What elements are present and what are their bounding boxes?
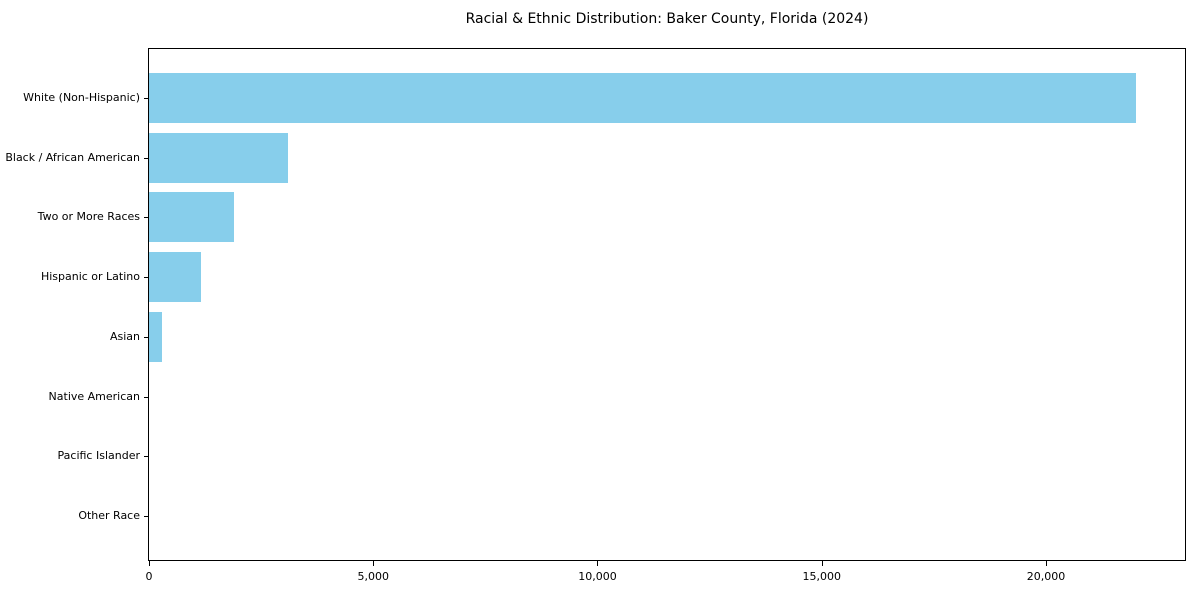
category-label: Native American (48, 389, 140, 403)
x-axis-tick (149, 561, 150, 566)
x-axis-tick (373, 561, 375, 566)
y-axis-tick (144, 396, 148, 398)
x-tick-label: 15,000 (802, 570, 841, 583)
x-axis-tick (821, 561, 823, 566)
y-axis-tick (144, 515, 148, 517)
y-axis-tick (144, 157, 148, 159)
category-label: White (Non-Hispanic) (23, 91, 140, 104)
y-axis-tick (144, 217, 148, 219)
x-tick-label: 0 (145, 570, 153, 583)
bar (149, 252, 201, 303)
x-axis-tick (597, 561, 599, 566)
y-axis-tick (144, 98, 148, 99)
y-axis-tick (144, 456, 148, 458)
bar (149, 132, 289, 183)
category-label: Other Race (78, 508, 140, 522)
y-axis-tick (144, 336, 148, 338)
x-tick-label: 20,000 (1026, 570, 1066, 583)
bar (149, 192, 235, 243)
bar (149, 311, 163, 362)
y-axis-tick (144, 277, 148, 279)
category-label: Hispanic or Latino (40, 270, 140, 284)
category-label: Asian (109, 329, 140, 343)
x-axis-tick (1045, 561, 1047, 566)
x-tick-label: 10,000 (578, 570, 617, 583)
category-label: Pacific Islander (57, 449, 140, 463)
chart-title: Racial & Ethnic Distribution: Baker Coun… (465, 11, 869, 27)
x-tick-label: 5,000 (357, 570, 389, 583)
category-label: Black / African American (5, 150, 140, 164)
plot-area: White (Non-Hispanic) Black / African Amer… (5, 48, 1186, 583)
bar (149, 73, 1136, 123)
category-label: Two or More Races (37, 210, 140, 224)
